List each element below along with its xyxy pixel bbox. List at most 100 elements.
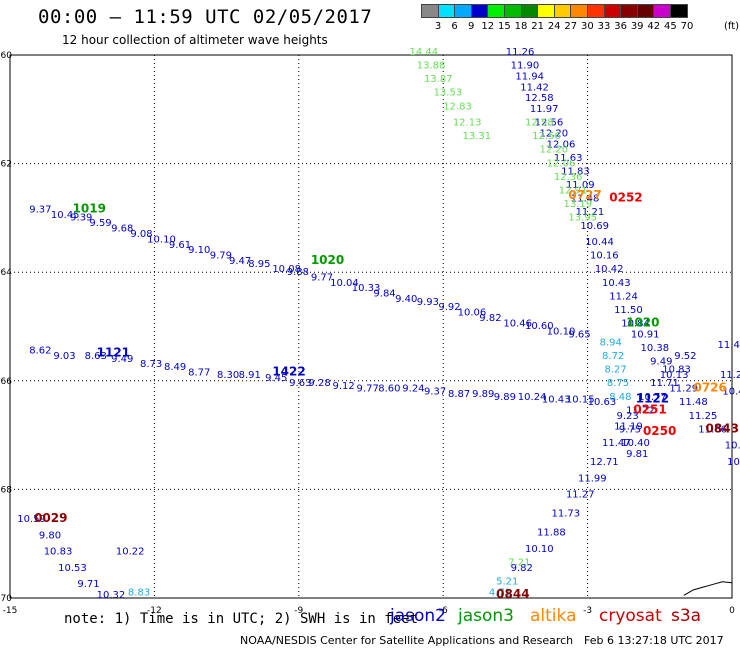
swh-value-label: 12.56 [535,118,564,129]
pass-time-label: 0251 [633,402,666,416]
x-tick-label: -3 [583,606,592,616]
swh-value-label: 10.16 [590,251,619,262]
swh-value-label: 11.90 [511,61,540,72]
legend-swatches [421,4,688,18]
swh-value-label: 12.20 [539,128,568,139]
swh-value-label: 9.75 [619,424,641,435]
swh-value-label: 9.89 [472,389,494,400]
swh-value-label: 8.60 [378,384,400,395]
pass-time-label: 1121 [97,345,130,359]
swh-value-label: 12.56 [532,131,561,142]
swh-value-label: 11.42 [520,82,549,93]
legend-label: 70 [680,21,694,32]
swh-value-label: 9.92 [438,302,460,313]
swh-value-label: 11.25 [689,411,718,422]
pass-time-label: 1422 [272,364,305,378]
swh-value-label: 10.84 [621,319,650,330]
swh-value-label: 10.43 [542,395,571,406]
legend-label: 36 [614,21,627,32]
swh-value-label: 11.09 [566,180,595,191]
x-tick-label: -12 [147,606,162,616]
swh-value-label: 11.71 [650,378,679,389]
swh-value-label: 11.48 [679,397,708,408]
swh-value-label: 10.10 [525,544,554,555]
swh-value-label: 8.77 [188,367,210,378]
swh-value-label: 9.49 [650,357,672,368]
swh-value-label: 12.58 [525,118,554,129]
swh-value-label: 9.10 [188,245,210,256]
swh-value-label: 9.59 [89,218,111,229]
swh-value-label: 11.99 [578,473,607,484]
swh-value-label: 10.96 [725,441,740,452]
legend-label: 12 [481,21,495,32]
footer-note: note: 1) Time is in UTC; 2) SWH is in fe… [64,611,419,627]
swh-value-label: 8.83 [128,587,150,598]
swh-value-label: 9.84 [373,289,395,300]
swh-value-label: 10.15 [566,395,595,406]
swh-value-label: 10.10 [547,327,576,338]
swh-value-label: 10.44 [585,237,614,248]
swh-value-label: 9.93 [417,297,439,308]
legend-label: 27 [564,21,578,32]
legend-label: 39 [630,21,644,32]
swh-value-label: 10.08 [272,264,301,275]
chart-subtitle: 12 hour collection of altimeter wave hei… [62,33,328,47]
swh-value-label: 10.13 [660,370,689,381]
pass-time-label: 1122 [636,392,669,406]
legend-label: 15 [498,21,511,32]
swh-value-label: 12.20 [539,145,568,156]
legend-label: 33 [597,21,611,32]
swh-value-label: 9.45 [265,373,287,384]
swh-value-label: 10.47 [722,386,740,397]
swh-value-label: 9.89 [494,392,516,403]
swh-value-label: 11.94 [515,71,544,82]
swh-value-label: 10.69 [580,221,609,232]
swh-value-label: 8.72 [602,351,624,362]
footer-timestamp: Feb 6 13:27:18 UTC 2017 [584,634,724,647]
swh-value-label: 8.87 [448,389,470,400]
swh-value-label: 10.04 [330,278,359,289]
y-tick-label: -60 [0,51,12,61]
x-tick-label: 0 [729,606,735,616]
swh-value-label: 9.52 [674,351,696,362]
legend-label: 24 [547,21,561,32]
swh-value-label: 10.60 [525,321,554,332]
y-tick-label: -62 [0,160,12,170]
legend-label: 18 [514,21,528,32]
legend-label: 45 [664,21,677,32]
swh-value-label: 10.40 [621,438,650,449]
swh-value-label: 8.75 [607,378,629,389]
swh-value-label: 8.30 [217,370,239,381]
pass-time-label: 0844 [496,587,529,601]
pass-time-label: 0250 [643,424,676,438]
swh-value-label: 9.24 [402,384,424,395]
pass-time-label: 1019 [73,201,106,215]
swh-value-label: 8.62 [29,346,51,357]
swh-value-label: 10.83 [44,547,73,558]
swh-value-label: 9.28 [308,378,330,389]
swh-value-label: 13.87 [424,74,453,85]
swh-value-label: 10.53 [58,563,87,574]
swh-value-label: 11.48 [571,194,600,205]
swh-value-label: 10.42 [595,264,624,275]
pass-time-label: 0726 [693,381,726,395]
swh-value-label: 9.88 [287,267,309,278]
swh-value-label: 13.19 [564,199,593,210]
legend-label: 3 [434,21,442,32]
pass-time-label: 0843 [706,421,739,435]
swh-value-label: 8.49 [164,362,186,373]
swh-value-label: 8.63 [85,351,107,362]
swh-value-label: 9.23 [616,411,638,422]
legend-label: 21 [531,21,544,32]
swh-value-label: 11.43 [718,340,740,351]
satellite-label-jason2: jason2 [390,606,446,626]
swh-value-label: 9.68 [111,223,133,234]
x-tick-label: -15 [3,606,18,616]
x-tick-label: -9 [294,606,303,616]
pass-time-label: 0252 [609,191,642,205]
swh-value-label: 11.73 [552,509,581,520]
swh-value-label: 12.06 [547,158,576,169]
swh-value-label: 10.06 [458,308,487,319]
